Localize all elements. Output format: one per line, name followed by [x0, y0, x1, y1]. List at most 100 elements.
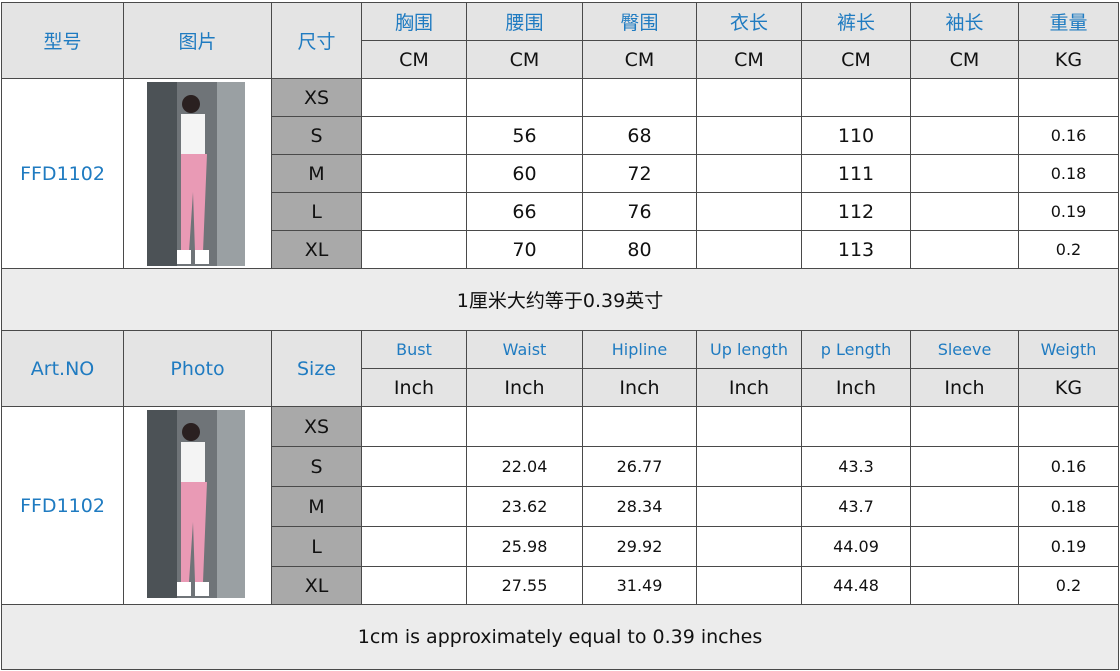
data-cell	[361, 566, 467, 605]
data-cell: 25.98	[466, 526, 583, 567]
unit-cell: Inch	[696, 368, 802, 407]
header-cell: 重量	[1018, 2, 1119, 41]
data-cell	[801, 78, 911, 117]
data-cell: 60	[466, 154, 583, 193]
data-cell: 26.77	[582, 446, 697, 487]
data-cell	[361, 446, 467, 487]
header-cell: 胸围	[361, 2, 467, 41]
data-cell: 0.18	[1018, 486, 1119, 527]
size-cell: M	[271, 154, 362, 193]
size-cell: L	[271, 192, 362, 231]
data-cell: 113	[801, 230, 911, 269]
data-cell	[696, 566, 802, 605]
data-cell	[1018, 78, 1119, 117]
unit-cell: CM	[466, 40, 583, 79]
data-cell	[696, 154, 802, 193]
unit-cell: KG	[1018, 40, 1119, 79]
unit-cell: Inch	[466, 368, 583, 407]
art-no-cell: FFD1102	[1, 406, 124, 605]
header-cell: Sleeve	[910, 330, 1019, 369]
data-cell	[361, 526, 467, 567]
data-cell: 68	[582, 116, 697, 155]
data-cell	[696, 406, 802, 447]
unit-cell: Inch	[361, 368, 467, 407]
data-cell	[696, 192, 802, 231]
data-cell	[910, 154, 1019, 193]
data-cell	[361, 406, 467, 447]
header-cell: Waist	[466, 330, 583, 369]
data-cell: 0.2	[1018, 230, 1119, 269]
unit-cell: Inch	[582, 368, 697, 407]
data-cell	[696, 446, 802, 487]
header-cell: 型号	[1, 2, 124, 79]
header-cell: Weigth	[1018, 330, 1119, 369]
header-cell: 裤长	[801, 2, 911, 41]
data-cell	[910, 406, 1019, 447]
data-cell	[361, 116, 467, 155]
header-cell: Hipline	[582, 330, 697, 369]
data-cell	[361, 78, 467, 117]
data-cell	[1018, 406, 1119, 447]
data-cell: 23.62	[466, 486, 583, 527]
header-cell: Art.NO	[1, 330, 124, 407]
data-cell: 27.55	[466, 566, 583, 605]
data-cell: 110	[801, 116, 911, 155]
data-cell	[910, 78, 1019, 117]
data-cell	[910, 230, 1019, 269]
header-cell: Bust	[361, 330, 467, 369]
header-cell: 臀围	[582, 2, 697, 41]
data-cell: 28.34	[582, 486, 697, 527]
data-cell: 72	[582, 154, 697, 193]
data-cell	[910, 446, 1019, 487]
data-cell	[696, 486, 802, 527]
data-cell: 0.2	[1018, 566, 1119, 605]
header-cell: 腰围	[466, 2, 583, 41]
data-cell: 0.19	[1018, 526, 1119, 567]
data-cell	[361, 230, 467, 269]
data-cell	[696, 78, 802, 117]
data-cell: 70	[466, 230, 583, 269]
data-cell: 44.48	[801, 566, 911, 605]
data-cell: 80	[582, 230, 697, 269]
data-cell	[696, 116, 802, 155]
header-cell: 图片	[123, 2, 272, 79]
size-cell: S	[271, 446, 362, 487]
data-cell: 76	[582, 192, 697, 231]
data-cell: 0.19	[1018, 192, 1119, 231]
data-cell	[696, 230, 802, 269]
data-cell: 43.7	[801, 486, 911, 527]
data-cell: 111	[801, 154, 911, 193]
data-cell	[910, 116, 1019, 155]
data-cell	[361, 192, 467, 231]
unit-cell: KG	[1018, 368, 1119, 407]
data-cell: 0.16	[1018, 446, 1119, 487]
data-cell: 44.09	[801, 526, 911, 567]
data-cell	[582, 78, 697, 117]
product-photo	[147, 410, 245, 598]
header-cell: 尺寸	[271, 2, 362, 79]
unit-cell: Inch	[910, 368, 1019, 407]
data-cell: 0.18	[1018, 154, 1119, 193]
data-cell	[696, 526, 802, 567]
data-cell	[910, 192, 1019, 231]
unit-cell: CM	[582, 40, 697, 79]
data-cell	[361, 486, 467, 527]
size-cell: XL	[271, 230, 362, 269]
data-cell	[910, 486, 1019, 527]
data-cell: 0.16	[1018, 116, 1119, 155]
size-cell: XS	[271, 406, 362, 447]
data-cell	[582, 406, 697, 447]
note: 1厘米大约等于0.39英寸	[1, 268, 1119, 331]
data-cell: 22.04	[466, 446, 583, 487]
product-photo	[147, 82, 245, 266]
unit-cell: CM	[361, 40, 467, 79]
header-cell: 袖长	[910, 2, 1019, 41]
data-cell: 112	[801, 192, 911, 231]
data-cell	[801, 406, 911, 447]
data-cell: 31.49	[582, 566, 697, 605]
data-cell	[466, 78, 583, 117]
data-cell	[361, 154, 467, 193]
unit-cell: Inch	[801, 368, 911, 407]
header-cell: Up length	[696, 330, 802, 369]
